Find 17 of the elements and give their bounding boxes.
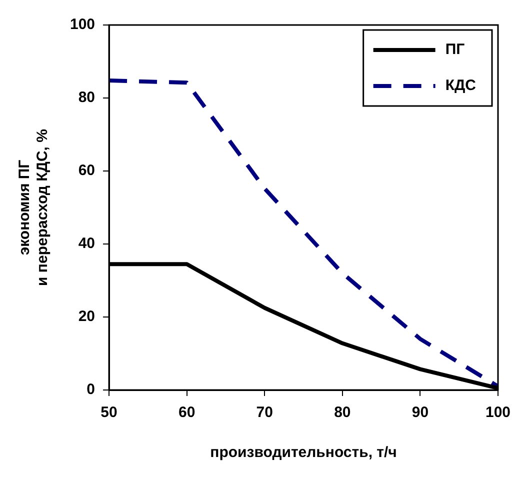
x-tick-label: 100: [485, 404, 511, 422]
y-tick-label: 80: [78, 89, 96, 106]
x-tick-label: 90: [412, 404, 429, 422]
y-tick-label: 40: [78, 235, 96, 252]
y-tick-label: 20: [78, 308, 96, 326]
legend-label: КДС: [445, 77, 476, 94]
x-tick-label: 60: [178, 404, 196, 422]
x-tick-label: 50: [100, 404, 118, 422]
legend-label: ПГ: [445, 41, 466, 58]
line-series: [109, 78, 498, 388]
x-axis-title: производительность, т/ч: [210, 444, 397, 462]
y-tick-label: 100: [70, 16, 96, 34]
x-tick-label: 70: [256, 404, 273, 422]
y-tick-label: 60: [78, 162, 96, 180]
y-tick-label: 0: [86, 381, 96, 398]
x-tick-label: 80: [334, 404, 351, 422]
y-axis-title: экономия ПГ и перерасход КДС, %: [16, 129, 52, 286]
